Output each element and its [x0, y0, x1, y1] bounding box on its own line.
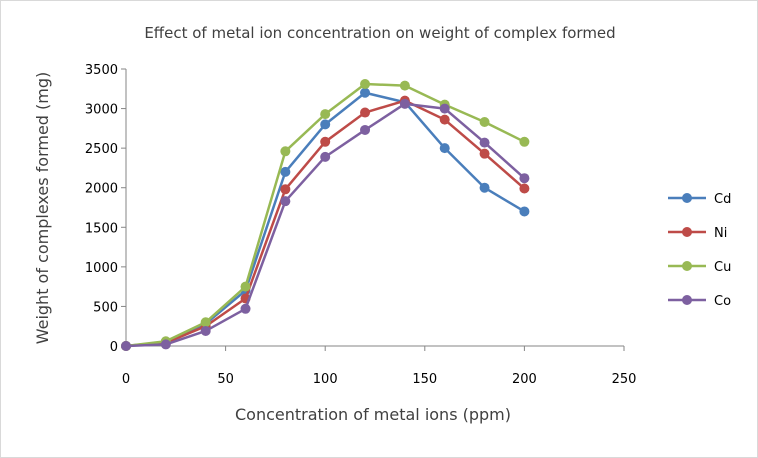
data-point-ni	[280, 184, 291, 195]
data-point-cu	[280, 146, 291, 157]
data-point-co	[280, 196, 291, 207]
legend-item-ni: Ni	[668, 226, 727, 241]
data-point-cu	[360, 79, 371, 90]
legend-label: Cu	[714, 260, 731, 275]
data-point-cu	[240, 281, 251, 292]
data-point-co	[439, 103, 450, 114]
data-point-co	[160, 339, 171, 350]
data-point-ni	[439, 114, 450, 125]
data-point-cu	[519, 136, 530, 147]
tick-labels: 0 500 1000 1500 2000 2500 3000 3500 0 50 100 150 200…	[85, 63, 637, 387]
series-ni	[121, 95, 530, 351]
x-tick-label: 100	[313, 372, 338, 387]
data-point-cd	[439, 143, 450, 154]
y-axis-title: Weight of complexes formed (mg)	[33, 72, 52, 345]
data-point-cd	[519, 206, 530, 217]
data-point-co	[200, 325, 211, 336]
legend-item-co: Co	[668, 294, 731, 309]
data-point-co	[519, 173, 530, 184]
data-point-cd	[320, 119, 331, 130]
data-point-cu	[479, 117, 490, 128]
data-point-ni	[479, 148, 490, 159]
series-group	[121, 79, 530, 351]
y-tick-label: 1000	[85, 261, 118, 276]
series-co	[121, 98, 530, 351]
data-point-ni	[360, 107, 371, 118]
data-point-cu	[200, 317, 211, 328]
legend-label: Co	[714, 294, 731, 309]
y-tick-label: 500	[93, 300, 118, 315]
legend-swatch-marker	[682, 261, 692, 271]
y-tick-label: 0	[110, 340, 118, 355]
legend-label: Cd	[714, 192, 731, 207]
data-point-cd	[360, 87, 371, 98]
x-tick-label: 200	[512, 372, 537, 387]
data-point-co	[360, 124, 371, 135]
legend-swatch-marker	[682, 295, 692, 305]
y-tick-label: 2000	[85, 182, 118, 197]
y-tick-label: 3000	[85, 103, 118, 118]
legend-label: Ni	[714, 226, 727, 241]
series-line-cd	[125, 91, 526, 348]
data-point-co	[399, 98, 410, 109]
x-tick-label: 250	[612, 372, 637, 387]
x-tick-label: 50	[217, 372, 234, 387]
x-axis-title: Concentration of metal ions (ppm)	[235, 405, 511, 424]
x-tick-label: 150	[412, 372, 437, 387]
data-point-co	[121, 341, 131, 351]
data-point-co	[479, 137, 490, 148]
chart-title: Effect of metal ion concentration on wei…	[144, 24, 615, 42]
legend-swatch-marker	[682, 193, 692, 203]
legend-item-cd: Cd	[668, 192, 731, 207]
axes	[121, 68, 625, 351]
data-point-co	[320, 151, 331, 162]
data-point-ni	[519, 183, 530, 194]
y-tick-label: 2500	[85, 142, 118, 157]
data-point-ni	[320, 136, 331, 147]
y-tick-label: 3500	[85, 63, 118, 78]
data-point-cd	[280, 166, 291, 177]
legend-swatch-marker	[682, 227, 692, 237]
legend: Cd Ni Cu Co	[668, 192, 731, 309]
x-tick-label: 0	[122, 372, 130, 387]
legend-item-cu: Cu	[668, 260, 731, 275]
data-point-cu	[320, 109, 331, 120]
data-point-cu	[399, 80, 410, 91]
y-tick-label: 1500	[85, 221, 118, 236]
data-point-cd	[479, 182, 490, 193]
data-point-co	[240, 303, 251, 314]
